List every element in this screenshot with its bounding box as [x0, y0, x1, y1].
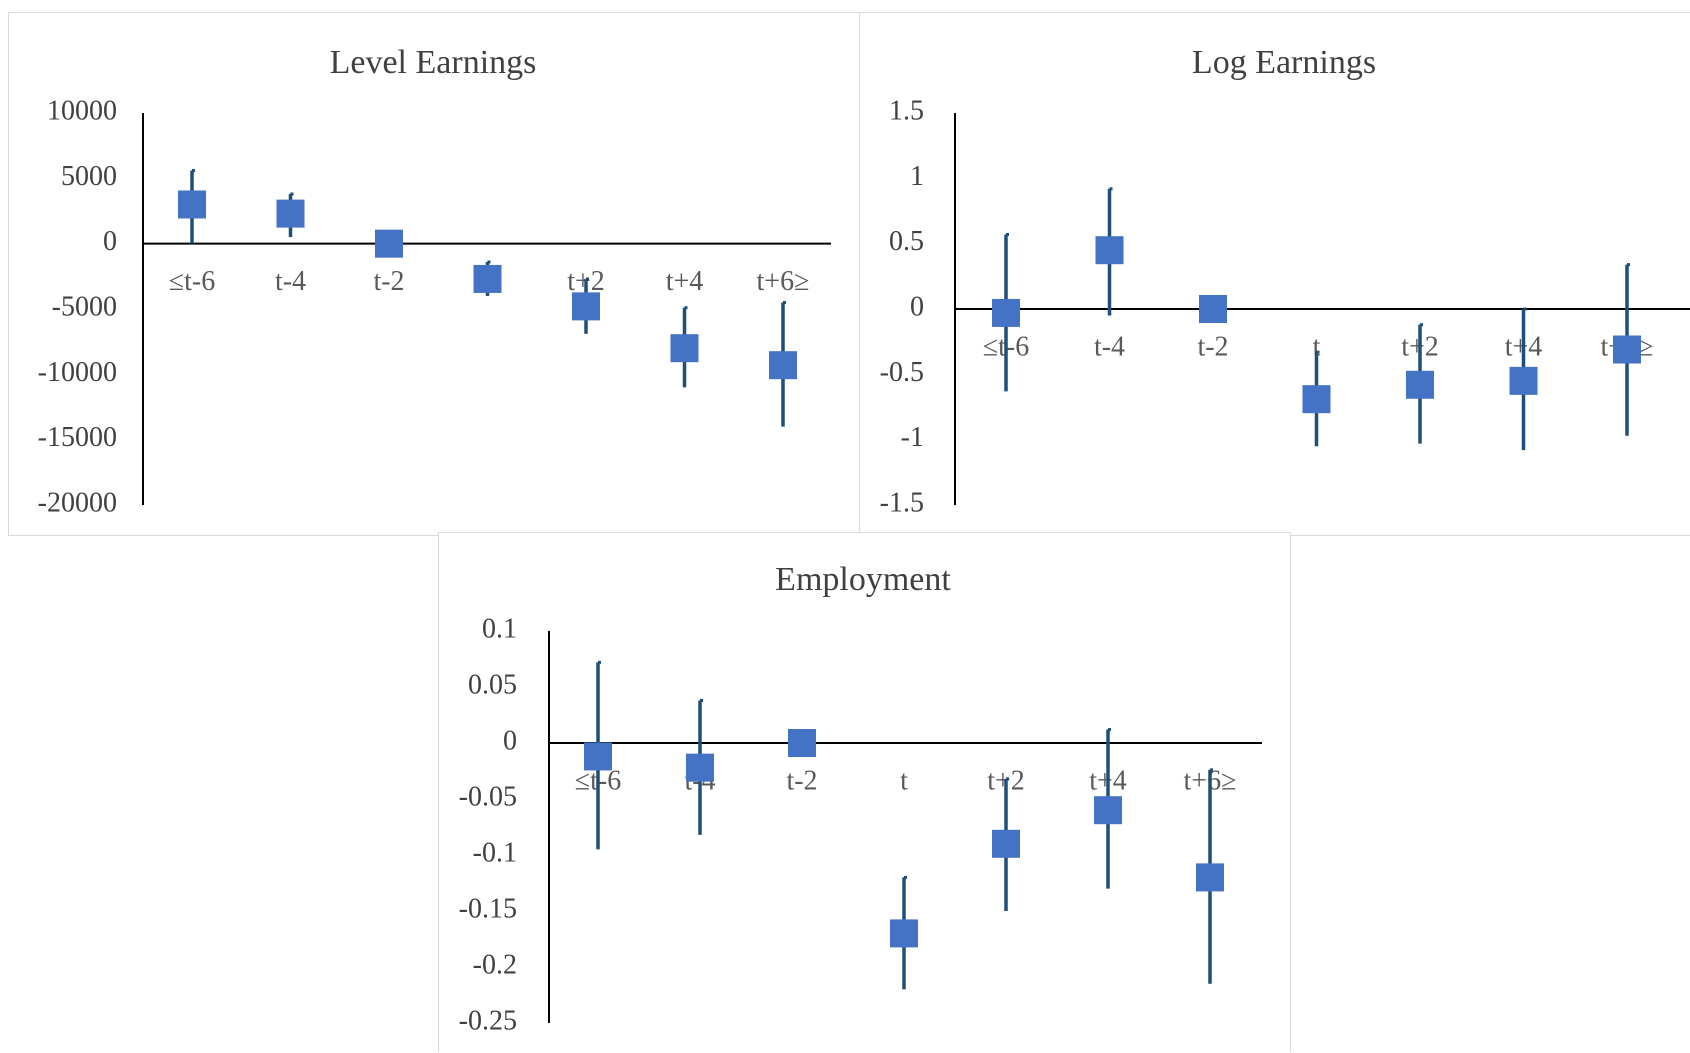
data-point-marker	[178, 190, 206, 219]
data-point-marker	[375, 229, 403, 258]
y-tick-label: 0	[910, 291, 924, 322]
x-tick-label: ≤t-6	[169, 266, 215, 297]
y-tick-label: -0.1	[473, 837, 517, 868]
data-point-marker	[1196, 863, 1224, 892]
data-point-marker	[1199, 295, 1227, 323]
y-tick-label: 0.05	[468, 669, 517, 700]
x-tick-label: t+4	[666, 266, 704, 297]
x-tick-label: t+6≥	[757, 266, 810, 297]
data-point-marker	[992, 829, 1020, 858]
chart-level-earnings: Level Earnings 10000 5000 0 -5000 -10000 -150…	[38, 44, 831, 518]
y-tick-label: -10000	[38, 357, 117, 388]
data-point-marker	[1095, 236, 1124, 265]
data-point-marker	[1094, 796, 1122, 825]
chart-panel-level-earnings: Level Earnings 10000 5000 0 -5000 -10000 -150…	[8, 12, 860, 536]
chart-title: Level Earnings	[330, 44, 537, 81]
x-tick-label: t-4	[1094, 331, 1125, 362]
x-tick-label: t	[1313, 331, 1321, 362]
data-point-marker	[276, 199, 305, 228]
x-tick-label: t-2	[1197, 331, 1228, 362]
y-tick-label: -15000	[38, 422, 117, 453]
y-tick-label: 1	[910, 161, 924, 192]
y-tick-label: 10000	[47, 95, 117, 126]
data-point-marker	[769, 351, 797, 380]
data-point-marker	[1406, 370, 1434, 399]
y-tick-label: 1.5	[889, 95, 924, 126]
data-point-marker	[686, 753, 714, 782]
chart-log-earnings: Log Earnings 1.510.50-0.5-1-1.5≤t-6 t-4 t-…	[880, 44, 1690, 518]
y-tick-label: 0.5	[889, 226, 924, 257]
chart-title: Log Earnings	[1192, 44, 1376, 81]
y-tick-label: 5000	[61, 161, 117, 192]
y-tick-label: 0	[503, 725, 517, 756]
data-point-marker	[992, 298, 1020, 327]
y-tick-label: -5000	[52, 291, 117, 322]
y-tick-label: 0	[103, 226, 117, 257]
data-point-marker	[584, 742, 612, 771]
y-tick-label: -0.05	[459, 781, 517, 812]
data-point-marker	[1509, 366, 1538, 395]
data-point-marker	[890, 919, 918, 948]
data-point-marker	[1302, 385, 1331, 414]
x-tick-label: t-2	[786, 765, 817, 796]
data-point-marker	[473, 264, 502, 293]
data-point-marker	[572, 292, 600, 321]
chart-panel-employment: Employment 0.1 0.05 0 -0.05 -0.1 -0.15 -0.2 -0.…	[438, 532, 1291, 1052]
chart-title: Employment	[775, 561, 951, 598]
data-point-marker	[670, 334, 699, 363]
y-tick-label: -0.25	[459, 1005, 517, 1036]
y-tick-label: -0.15	[459, 893, 517, 924]
y-tick-label: -1	[901, 422, 924, 453]
data-point-marker	[1613, 335, 1641, 364]
y-tick-label: -0.5	[880, 357, 924, 388]
x-tick-label: t-4	[275, 266, 306, 297]
x-tick-label: t	[900, 765, 908, 796]
data-point-marker	[788, 729, 816, 757]
y-tick-label: 0.1	[482, 613, 517, 644]
chart-employment: Employment 0.1 0.05 0 -0.05 -0.1 -0.15 -0.2 -0.…	[459, 561, 1262, 1036]
y-tick-label: -1.5	[880, 487, 924, 518]
chart-panel-log-earnings: Log Earnings 1.5 1 0.5 0 -0.5 -1 -1.5 ≤t-6 t-4 t-…	[859, 12, 1690, 536]
y-tick-label: -20000	[38, 487, 117, 518]
x-tick-label: t-2	[373, 266, 404, 297]
y-tick-label: -0.2	[473, 949, 517, 980]
